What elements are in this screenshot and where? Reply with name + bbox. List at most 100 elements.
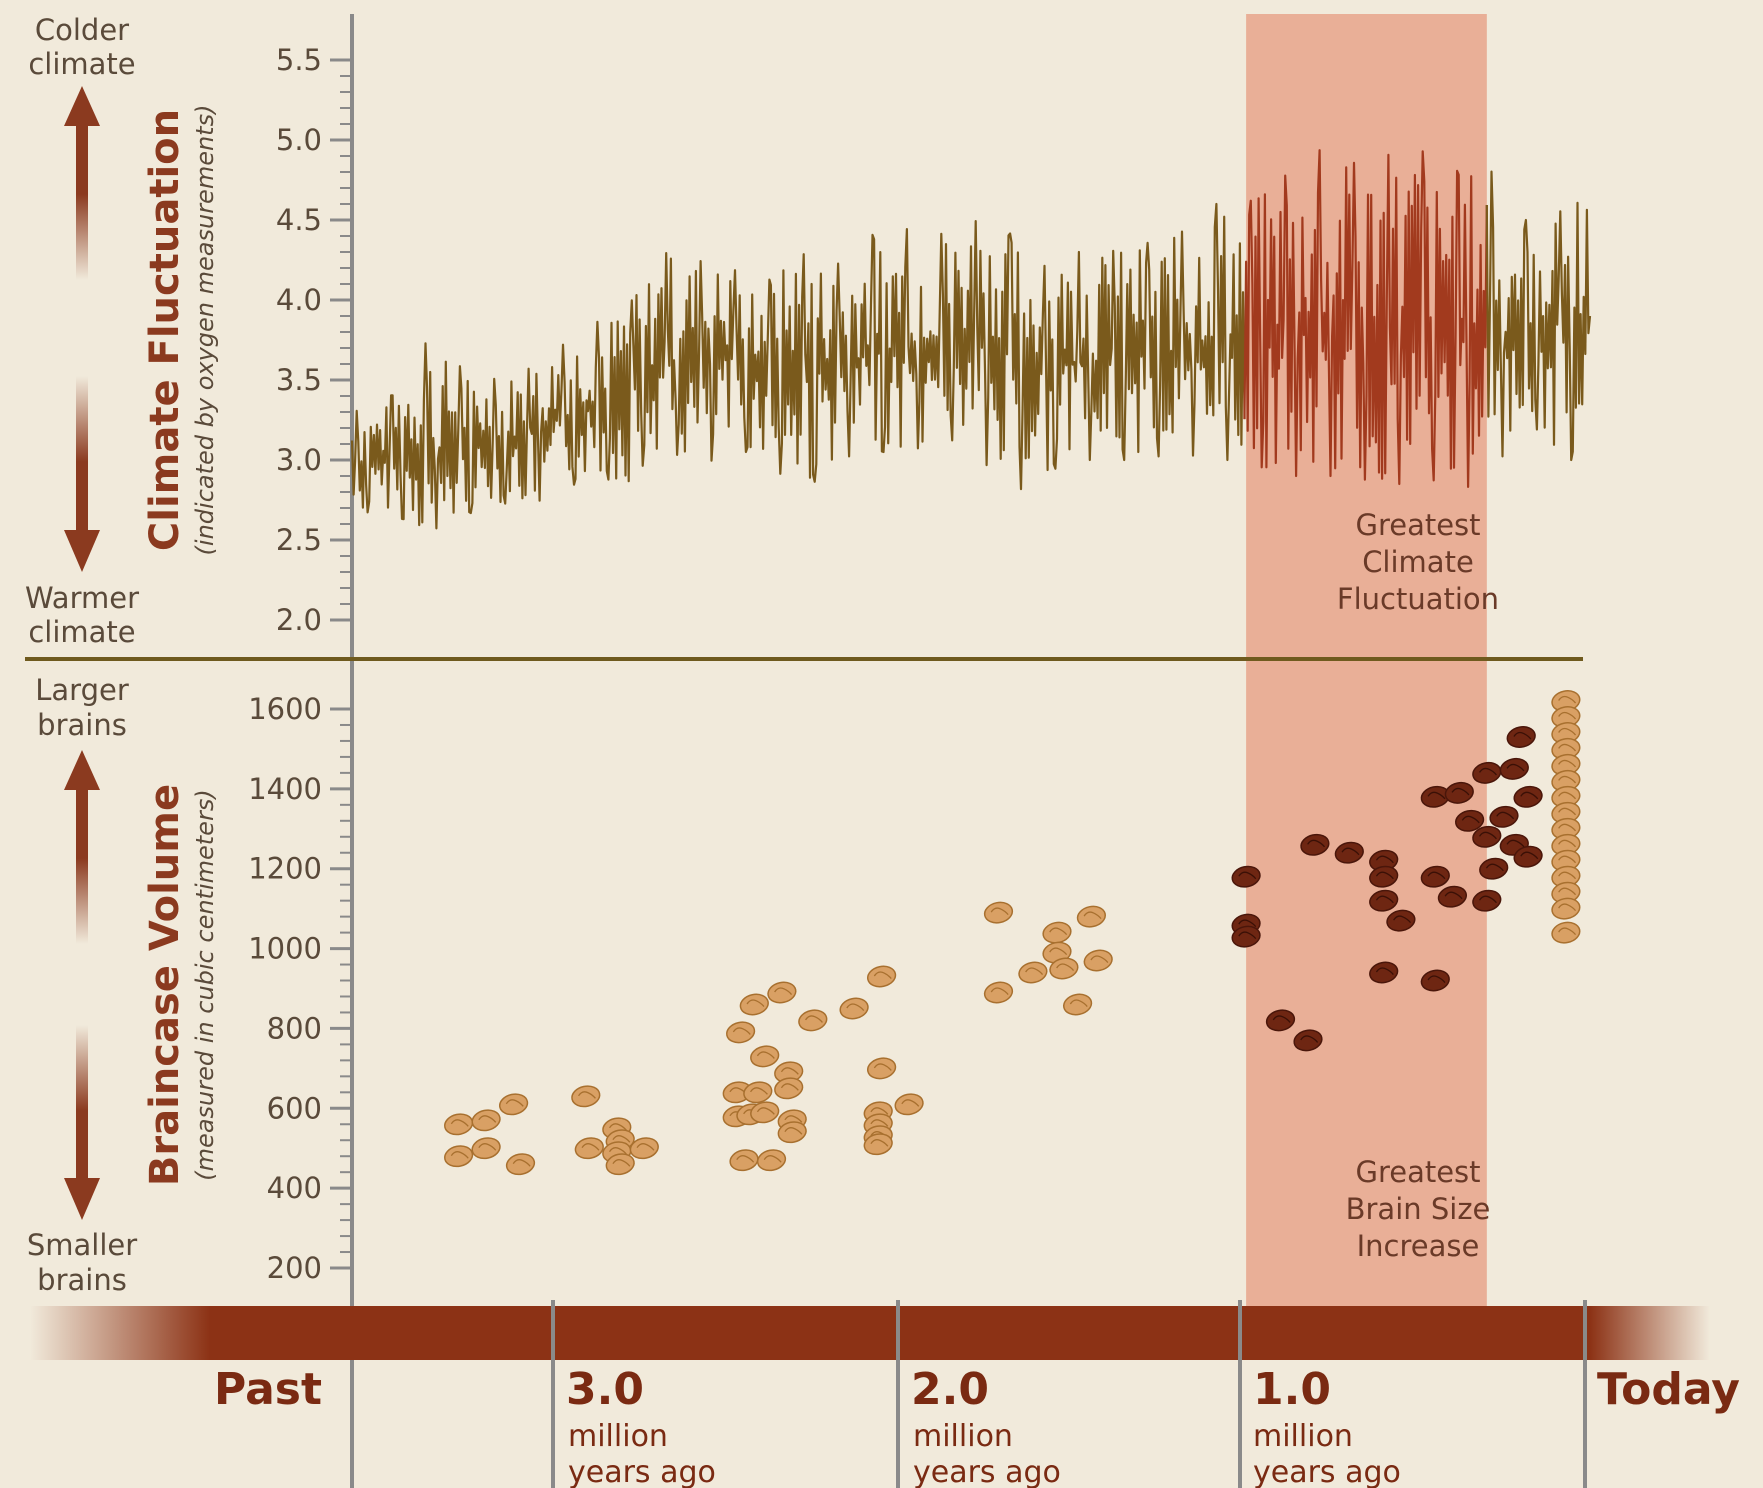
brain-point-fold xyxy=(1444,891,1463,900)
brain-point-shape xyxy=(1369,865,1399,888)
tick-1-line1: million xyxy=(1253,1419,1353,1454)
down-arrow-icon xyxy=(64,1178,100,1220)
brain-point-light xyxy=(498,1093,529,1116)
brain-point-fold xyxy=(736,1155,755,1163)
brain-point-fold xyxy=(450,1151,469,1159)
brain-point-shape xyxy=(1437,885,1468,908)
brain-point-shape xyxy=(471,1137,501,1160)
brain-point-fold xyxy=(1272,1015,1291,1023)
brain-point-dark xyxy=(1293,1029,1323,1052)
brain-point-shape xyxy=(1369,889,1399,912)
brain-point-light xyxy=(729,1149,759,1172)
brain-point-shape xyxy=(756,1149,787,1172)
brain-point-shape xyxy=(1472,825,1502,848)
brain-point-fold xyxy=(774,987,793,995)
brain-point-light xyxy=(777,1121,807,1144)
brain-point-light xyxy=(894,1093,924,1116)
brain-point-dark xyxy=(1513,845,1543,868)
brain-point-shape xyxy=(767,981,797,1004)
brain-point-light xyxy=(983,981,1014,1004)
brain-point-fold xyxy=(1558,807,1577,816)
brain-point-fold xyxy=(1083,911,1102,920)
brain-point-light xyxy=(1018,961,1048,984)
brain-point-shape xyxy=(1369,961,1399,984)
brain-point-shape xyxy=(1049,957,1079,980)
brain-point-fold xyxy=(780,1083,799,1091)
brain-point-shape xyxy=(1551,921,1581,944)
brain-point-shape xyxy=(777,1121,807,1144)
brain-point-shape xyxy=(1489,805,1519,828)
climate-y-tick-label: 2.5 xyxy=(276,523,322,557)
today-label: Today xyxy=(1597,1364,1740,1415)
climate-line-early xyxy=(350,202,1246,530)
brain-point-dark xyxy=(1472,825,1502,848)
brain-point-light xyxy=(1551,801,1581,824)
tick-3-value: 3.0 xyxy=(566,1364,644,1415)
brain-point-fold xyxy=(1238,871,1257,880)
brain-point-fold xyxy=(1558,903,1577,912)
brain-band-label: Greatest Brain Size Increase xyxy=(1346,1155,1491,1263)
brain-point-shape xyxy=(1420,969,1450,992)
brain-point-light xyxy=(774,1061,804,1084)
colder-climate-label-1: Colder xyxy=(35,13,129,47)
brain-band-label-2: Brain Size xyxy=(1346,1192,1491,1226)
brain-point-shape xyxy=(1231,925,1261,948)
brain-point-fold xyxy=(1478,767,1497,776)
brain-point-fold xyxy=(756,1107,775,1115)
tick-2-line1: million xyxy=(913,1419,1013,1454)
brain-point-light xyxy=(1083,949,1113,972)
climate-panel-labels: Colder climate Warmer climate xyxy=(25,13,139,649)
brain-point-fold xyxy=(1056,963,1075,971)
brain-point-dark xyxy=(1472,761,1502,784)
brain-point-fold xyxy=(581,1143,600,1151)
brain-point-light xyxy=(750,1045,780,1068)
down-arrow-shaft xyxy=(76,1025,88,1181)
brain-point-shape xyxy=(1444,781,1474,804)
tick-3-line2: years ago xyxy=(568,1455,716,1488)
brain-point-fold xyxy=(1558,927,1577,936)
brain-point-dark xyxy=(1444,781,1474,804)
brain-point-shape xyxy=(894,1093,924,1116)
brain-point-fold xyxy=(1307,839,1326,848)
brain-point-fold xyxy=(1025,967,1044,975)
brain-point-shape xyxy=(443,1113,474,1136)
brain-point-fold xyxy=(1496,811,1515,820)
brain-point-light xyxy=(1062,993,1093,1016)
brain-point-fold xyxy=(1090,955,1109,963)
warmer-climate-label-2: climate xyxy=(28,615,135,649)
brain-point-fold xyxy=(873,971,892,979)
brain-point-dark xyxy=(1369,889,1399,912)
brain-title: Braincase Volume xyxy=(142,784,188,1186)
brain-point-shape xyxy=(605,1153,635,1176)
brain-point-light xyxy=(1049,957,1079,980)
brain-point-shape xyxy=(1293,1029,1323,1052)
brain-point-fold xyxy=(746,999,765,1007)
brain-point-shape xyxy=(1042,921,1072,944)
brain-point-fold xyxy=(1558,775,1577,784)
brain-y-tick-label: 600 xyxy=(267,1091,322,1125)
tick-2-line2: years ago xyxy=(913,1455,1061,1488)
brain-point-shape xyxy=(729,1149,759,1172)
tick-2-value: 2.0 xyxy=(911,1364,989,1415)
brain-point-light xyxy=(866,965,897,988)
brain-point-fold xyxy=(732,1027,751,1035)
brain-point-light xyxy=(443,1113,474,1136)
brain-point-shape xyxy=(498,1093,529,1116)
brain-point-shape xyxy=(739,993,769,1016)
colder-climate-label-2: climate xyxy=(28,47,135,81)
brain-y-axis: 200 400 600 800 1000 1200 1400 1600 xyxy=(248,692,352,1285)
brain-point-fold xyxy=(1506,839,1525,848)
brain-point-fold xyxy=(1558,871,1577,880)
brain-point-fold xyxy=(756,1051,775,1059)
brain-point-fold xyxy=(990,987,1009,995)
brain-point-fold xyxy=(784,1127,803,1135)
brain-y-tick-label: 1600 xyxy=(248,692,322,726)
brain-point-shape xyxy=(866,965,897,988)
brain-point-light xyxy=(571,1085,601,1108)
brain-point-dark xyxy=(1472,889,1502,912)
brain-point-dark xyxy=(1513,785,1543,808)
brain-point-fold xyxy=(1049,927,1068,936)
brain-point-light xyxy=(866,1057,897,1080)
brain-y-tick-label: 200 xyxy=(267,1251,322,1285)
brain-point-fold xyxy=(1427,975,1446,983)
